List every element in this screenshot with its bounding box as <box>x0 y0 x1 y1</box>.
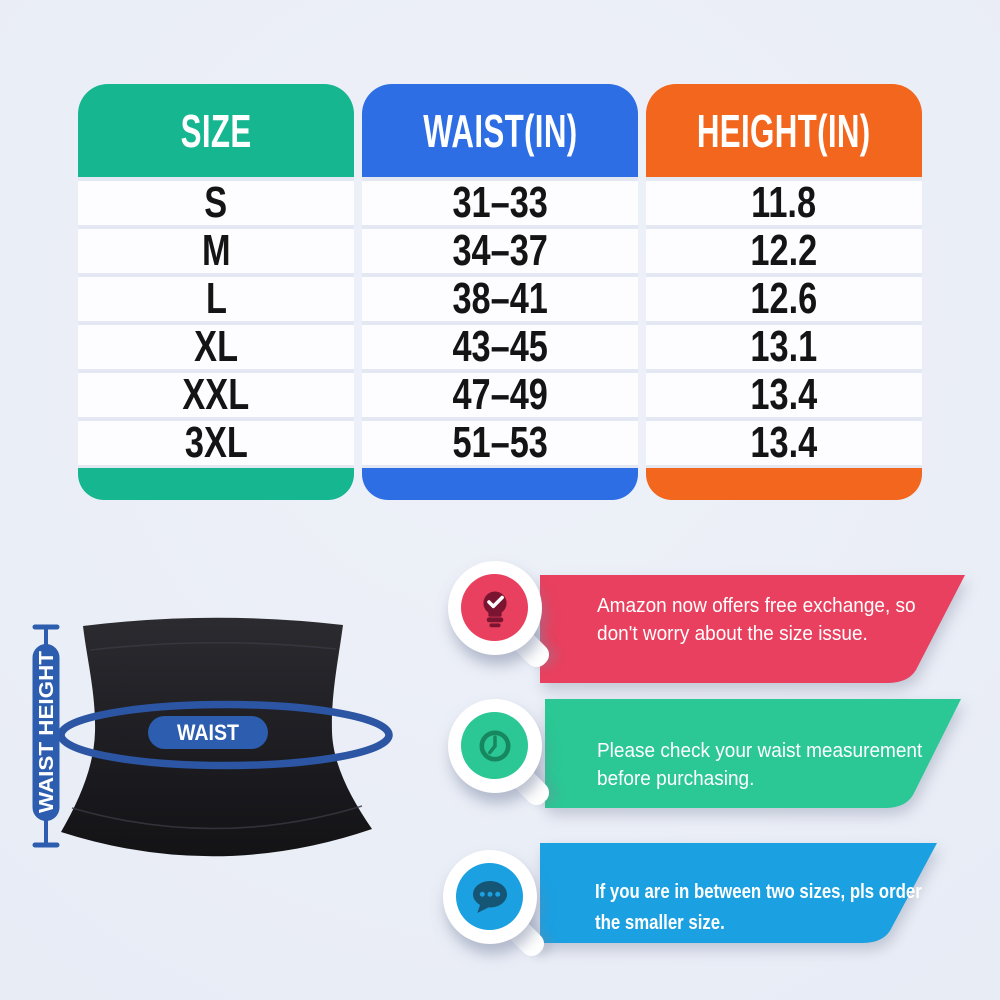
size-column-footer <box>78 468 354 500</box>
table-cell: 13.4 <box>646 370 922 419</box>
size-column-header: SIZE <box>78 84 354 177</box>
waist-height-dimension: WAIST HEIGHT <box>32 624 60 848</box>
table-cell: L <box>78 274 354 323</box>
waist-label-pill: WAIST <box>148 716 268 749</box>
height-column: HEIGHT(IN) 11.8 12.2 12.6 13.1 13.4 13.4 <box>646 84 922 500</box>
chat-dots-icon <box>456 863 523 930</box>
tip-text: If you are in between two sizes, pls ord… <box>595 877 984 939</box>
height-column-rows: 11.8 12.2 12.6 13.1 13.4 13.4 <box>646 177 922 468</box>
size-column-rows: S M L XL XXL 3XL <box>78 177 354 468</box>
table-cell: 51–53 <box>362 418 638 467</box>
waist-column-footer <box>362 468 638 500</box>
tip-line: Amazon now offers free exchange, so <box>597 595 916 617</box>
height-column-header: HEIGHT(IN) <box>646 84 922 177</box>
waist-column-header: WAIST(IN) <box>362 84 638 177</box>
tip-line: before purchasing. <box>597 768 755 790</box>
lightbulb-check-icon <box>461 574 528 641</box>
waist-height-label: WAIST HEIGHT <box>36 651 58 813</box>
table-cell: 43–45 <box>362 322 638 371</box>
table-cell: S <box>78 178 354 227</box>
table-cell: M <box>78 226 354 275</box>
table-cell: 31–33 <box>362 178 638 227</box>
tip-line: If you are in between two sizes, pls ord… <box>595 881 922 903</box>
table-cell: XXL <box>78 370 354 419</box>
table-cell: 12.2 <box>646 226 922 275</box>
waist-column-rows: 31–33 34–37 38–41 43–45 47–49 51–53 <box>362 177 638 468</box>
clock-icon <box>461 712 528 779</box>
height-header-label: HEIGHT(IN) <box>697 104 871 157</box>
tip-banner <box>540 575 965 683</box>
table-cell: 47–49 <box>362 370 638 419</box>
tip-banner <box>545 699 961 808</box>
table-cell: 13.4 <box>646 418 922 467</box>
table-cell: 11.8 <box>646 178 922 227</box>
height-column-footer <box>646 468 922 500</box>
table-cell: 34–37 <box>362 226 638 275</box>
waist-header-label: WAIST(IN) <box>422 104 578 157</box>
tip-text: Amazon now offers free exchange, so don'… <box>597 592 932 648</box>
size-header-label: SIZE <box>180 104 252 157</box>
waist-trainer-illustration: WAIST WAIST HEIGHT <box>32 617 393 857</box>
table-cell: 38–41 <box>362 274 638 323</box>
waist-label: WAIST <box>177 720 239 745</box>
tip-line: don't worry about the size issue. <box>597 623 868 645</box>
tip-line: Please check your waist measurement <box>597 740 923 762</box>
tip-text: Please check your waist measurement befo… <box>597 737 939 793</box>
waist-column: WAIST(IN) 31–33 34–37 38–41 43–45 47–49 … <box>362 84 638 500</box>
table-cell: 12.6 <box>646 274 922 323</box>
table-cell: 3XL <box>78 418 354 467</box>
waist-measure-ellipse <box>57 700 393 770</box>
tip-line: the smaller size. <box>595 912 725 934</box>
size-column: SIZE S M L XL XXL 3XL <box>78 84 354 500</box>
table-cell: XL <box>78 322 354 371</box>
table-cell: 13.1 <box>646 322 922 371</box>
tip-banner <box>540 843 937 943</box>
